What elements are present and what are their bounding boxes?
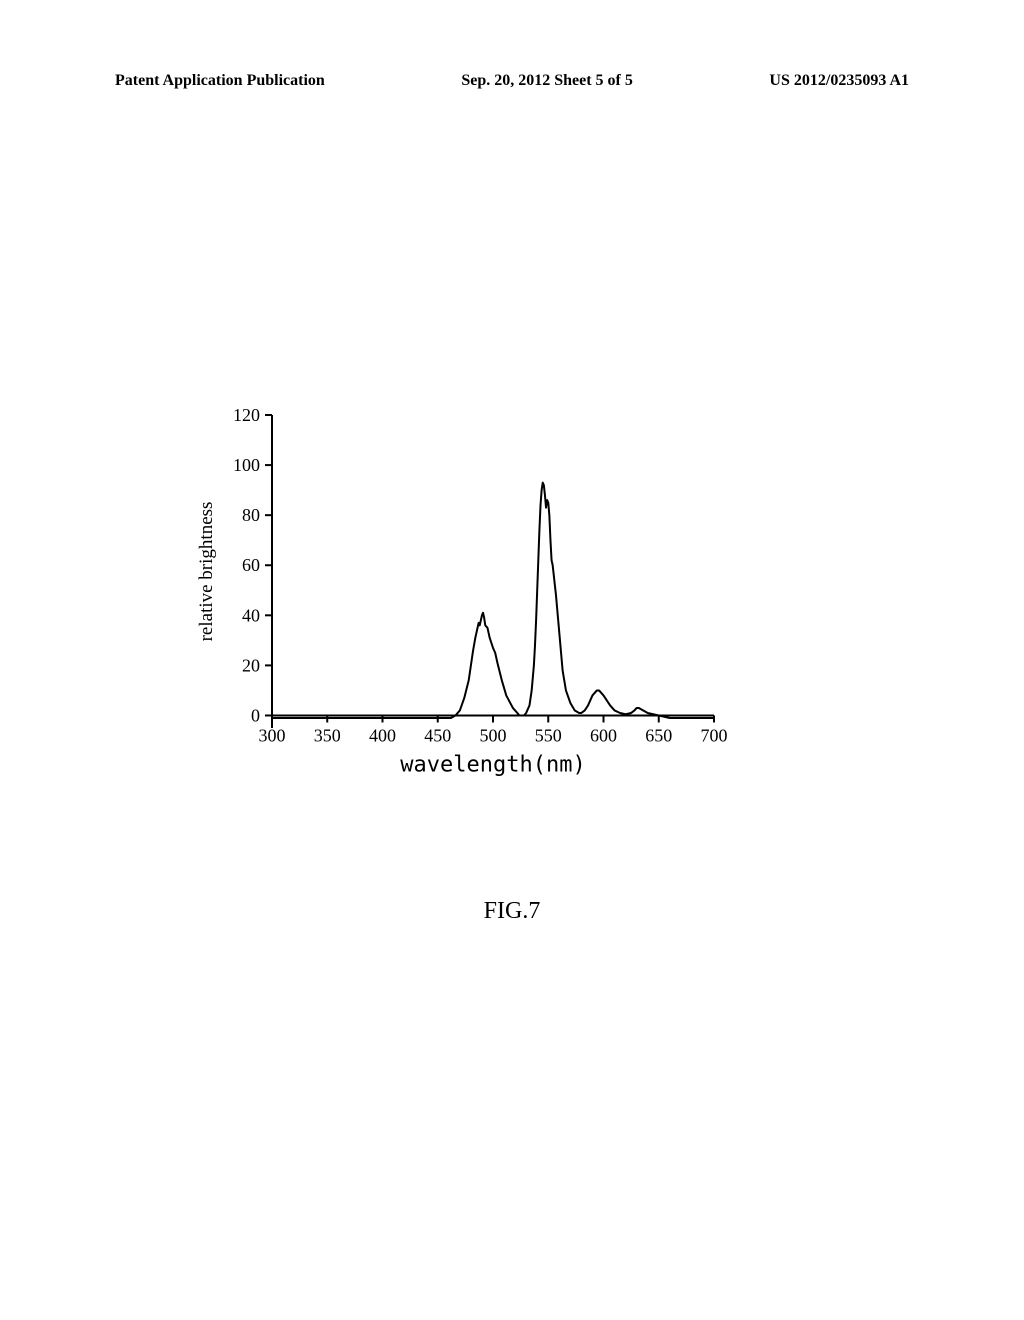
- spectrum-chart: 300 350 400 450 500 550 600 650 700 0 20 40 60 80 100…: [180, 400, 740, 795]
- svg-text:300: 300: [259, 725, 286, 745]
- svg-text:0: 0: [251, 705, 260, 725]
- svg-text:500: 500: [480, 725, 507, 745]
- svg-text:600: 600: [590, 725, 617, 745]
- svg-text:40: 40: [242, 605, 260, 625]
- svg-text:80: 80: [242, 505, 260, 525]
- svg-text:120: 120: [233, 405, 260, 425]
- svg-text:550: 550: [535, 725, 562, 745]
- header-center: Sep. 20, 2012 Sheet 5 of 5: [461, 72, 633, 90]
- svg-text:450: 450: [424, 725, 451, 745]
- svg-text:wavelength(nm): wavelength(nm): [400, 752, 585, 777]
- header-left: Patent Application Publication: [115, 72, 325, 90]
- svg-text:350: 350: [314, 725, 341, 745]
- svg-text:60: 60: [242, 555, 260, 575]
- page-header: Patent Application Publication Sep. 20, …: [115, 72, 909, 90]
- svg-text:400: 400: [369, 725, 396, 745]
- svg-text:relative brightness: relative brightness: [196, 502, 217, 642]
- figure-label: FIG.7: [0, 898, 1024, 925]
- chart-svg: 300 350 400 450 500 550 600 650 700 0 20 40 60 80 100…: [180, 400, 740, 795]
- svg-text:650: 650: [645, 725, 672, 745]
- svg-text:700: 700: [701, 725, 728, 745]
- svg-text:100: 100: [233, 455, 260, 475]
- svg-text:20: 20: [242, 655, 260, 675]
- header-right: US 2012/0235093 A1: [769, 72, 909, 90]
